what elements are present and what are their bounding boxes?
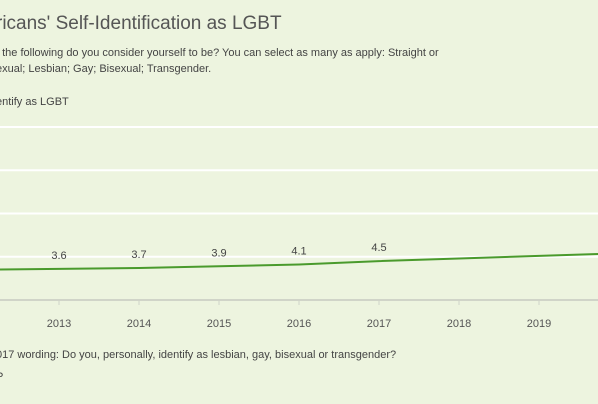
x-tick-label-2013: 2013 [47, 318, 71, 330]
x-axis: 2013 2014 2015 2016 2017 2018 2019 [0, 299, 598, 330]
data-label-2016: 4.1 [291, 246, 306, 258]
chart-title: ricans' Self-Identification as LGBT [0, 13, 282, 34]
x-tick-label-2019: 2019 [527, 318, 551, 330]
x-tick-label-2015: 2015 [207, 318, 231, 330]
data-label-2015: 3.9 [211, 247, 226, 259]
chart-subtitle: f the following do you consider yourself… [0, 47, 439, 75]
chart-source: P [0, 371, 3, 383]
x-tick-label-2018: 2018 [447, 318, 471, 330]
chart-note: 017 wording: Do you, personally, identif… [0, 349, 397, 361]
series [0, 252, 598, 271]
data-label-2017: 4.5 [371, 242, 386, 254]
legend-label: entify as LGBT [0, 96, 69, 108]
gridlines [0, 126, 598, 258]
data-labels: 3.6 3.7 3.9 4.1 4.5 [51, 242, 386, 262]
x-tick-label-2016: 2016 [287, 318, 311, 330]
x-tick-label-2014: 2014 [127, 318, 151, 330]
data-label-2013: 3.6 [51, 250, 66, 262]
x-tick-label-2017: 2017 [367, 318, 391, 330]
series-line [0, 252, 598, 271]
data-label-2014: 3.7 [131, 249, 146, 261]
